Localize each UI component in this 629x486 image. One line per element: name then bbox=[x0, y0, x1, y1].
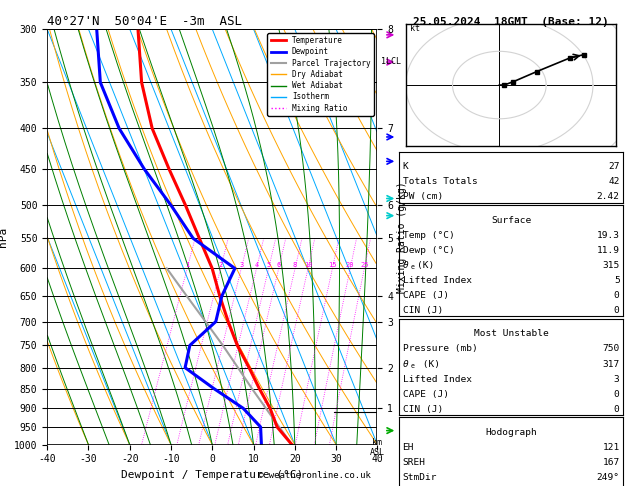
Text: 0: 0 bbox=[614, 306, 620, 315]
Text: 1LCL: 1LCL bbox=[381, 57, 401, 66]
Text: Totals Totals: Totals Totals bbox=[403, 177, 477, 186]
Legend: Temperature, Dewpoint, Parcel Trajectory, Dry Adiabat, Wet Adiabat, Isotherm, Mi: Temperature, Dewpoint, Parcel Trajectory… bbox=[267, 33, 374, 116]
Text: CIN (J): CIN (J) bbox=[403, 405, 443, 414]
Text: 121: 121 bbox=[603, 443, 620, 452]
Text: 0: 0 bbox=[614, 405, 620, 414]
Text: 249°: 249° bbox=[596, 473, 620, 482]
Text: 25: 25 bbox=[360, 262, 369, 268]
Text: km
ASL: km ASL bbox=[370, 438, 385, 457]
Text: 0: 0 bbox=[614, 390, 620, 399]
Text: 20: 20 bbox=[346, 262, 355, 268]
Text: Dewp (°C): Dewp (°C) bbox=[403, 246, 454, 255]
Text: © weatheronline.co.uk: © weatheronline.co.uk bbox=[258, 471, 371, 480]
Text: 42: 42 bbox=[608, 177, 620, 186]
Y-axis label: Mixing Ratio (g/kg): Mixing Ratio (g/kg) bbox=[397, 181, 407, 293]
Text: 19.3: 19.3 bbox=[596, 231, 620, 240]
Text: Hodograph: Hodograph bbox=[485, 428, 537, 437]
Text: 0: 0 bbox=[614, 291, 620, 300]
Text: (K): (K) bbox=[417, 360, 440, 368]
Text: Temp (°C): Temp (°C) bbox=[403, 231, 454, 240]
Text: 2.42: 2.42 bbox=[596, 192, 620, 201]
X-axis label: Dewpoint / Temperature (°C): Dewpoint / Temperature (°C) bbox=[121, 470, 303, 480]
Text: 8: 8 bbox=[293, 262, 297, 268]
Text: 27: 27 bbox=[608, 162, 620, 171]
Text: e: e bbox=[411, 264, 415, 270]
Text: 2: 2 bbox=[218, 262, 223, 268]
Text: StmDir: StmDir bbox=[403, 473, 437, 482]
Text: K: K bbox=[403, 162, 408, 171]
Text: 317: 317 bbox=[603, 360, 620, 368]
Text: 10: 10 bbox=[304, 262, 312, 268]
Text: Most Unstable: Most Unstable bbox=[474, 330, 548, 338]
Text: EH: EH bbox=[403, 443, 414, 452]
Text: 15: 15 bbox=[328, 262, 337, 268]
Text: θ: θ bbox=[403, 360, 408, 368]
Text: 6: 6 bbox=[277, 262, 281, 268]
Text: 315: 315 bbox=[603, 261, 620, 270]
Text: 5: 5 bbox=[267, 262, 270, 268]
Text: 1: 1 bbox=[185, 262, 189, 268]
Text: 40°27'N  50°04'E  -3m  ASL: 40°27'N 50°04'E -3m ASL bbox=[47, 15, 242, 28]
Text: CIN (J): CIN (J) bbox=[403, 306, 443, 315]
Text: 3: 3 bbox=[614, 375, 620, 383]
Text: Pressure (mb): Pressure (mb) bbox=[403, 345, 477, 353]
Text: Surface: Surface bbox=[491, 216, 531, 225]
Text: Lifted Index: Lifted Index bbox=[403, 276, 472, 285]
Text: PW (cm): PW (cm) bbox=[403, 192, 443, 201]
Text: CAPE (J): CAPE (J) bbox=[403, 291, 448, 300]
Text: 4: 4 bbox=[254, 262, 259, 268]
Text: 11.9: 11.9 bbox=[596, 246, 620, 255]
Text: 25.05.2024  18GMT  (Base: 12): 25.05.2024 18GMT (Base: 12) bbox=[413, 17, 609, 27]
Text: 750: 750 bbox=[603, 345, 620, 353]
Text: kt: kt bbox=[410, 24, 420, 33]
Y-axis label: hPa: hPa bbox=[0, 227, 8, 247]
Text: 5: 5 bbox=[614, 276, 620, 285]
Text: θ: θ bbox=[403, 261, 408, 270]
Text: CAPE (J): CAPE (J) bbox=[403, 390, 448, 399]
Text: (K): (K) bbox=[417, 261, 434, 270]
Text: 3: 3 bbox=[239, 262, 243, 268]
Text: Lifted Index: Lifted Index bbox=[403, 375, 472, 383]
Text: SREH: SREH bbox=[403, 458, 426, 467]
Text: e: e bbox=[411, 363, 415, 369]
Text: 167: 167 bbox=[603, 458, 620, 467]
